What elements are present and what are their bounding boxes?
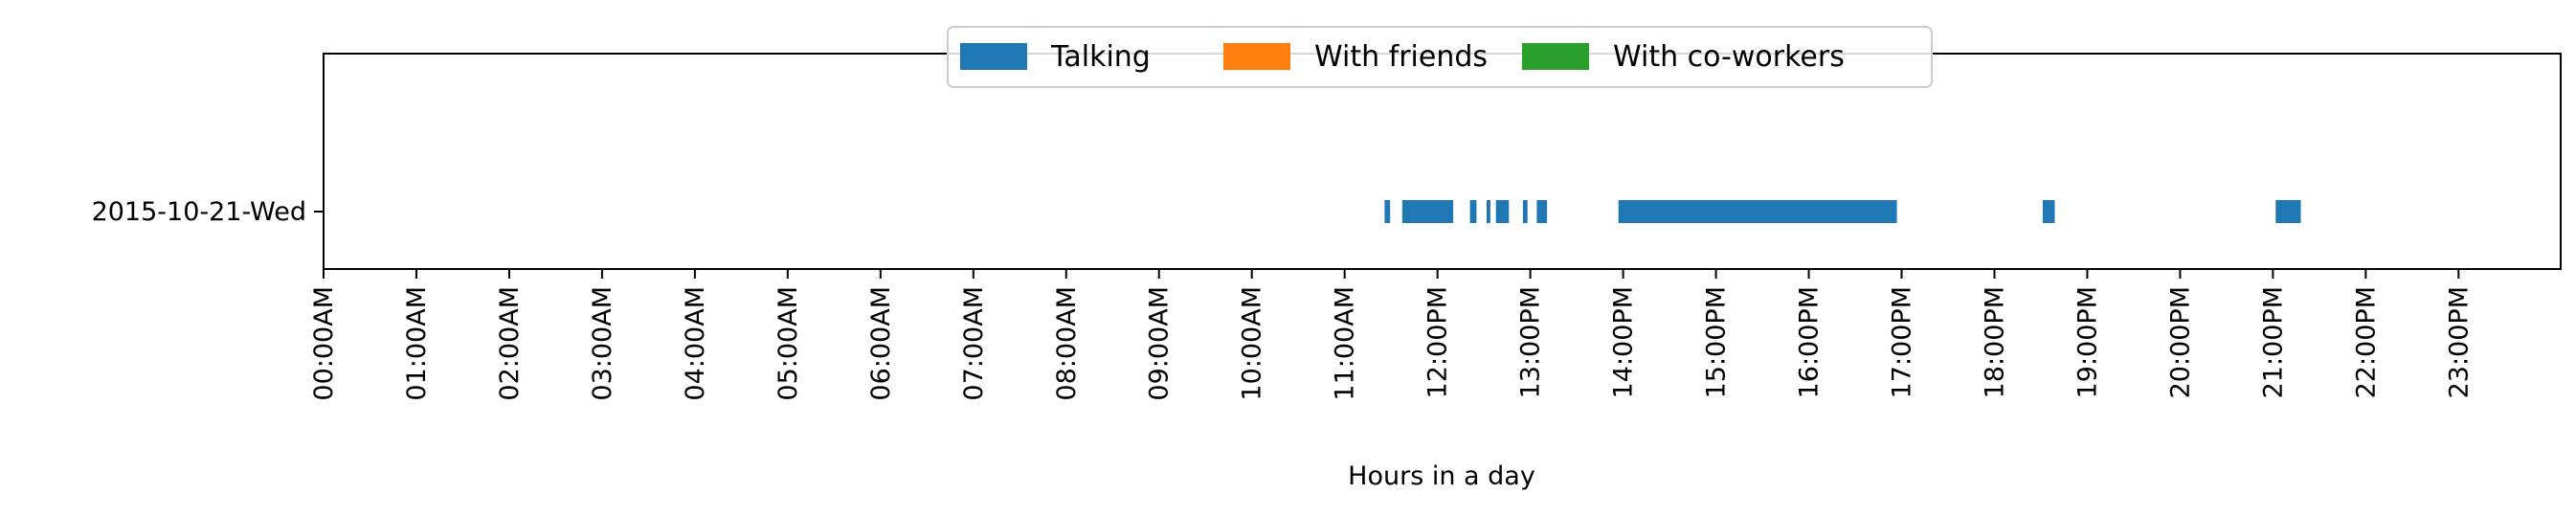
- bar-talking-0: [1384, 200, 1391, 223]
- x-tick-label-22: 22:00PM: [2351, 286, 2381, 398]
- x-tick-label-8: 08:00AM: [1052, 286, 1082, 401]
- bar-talking-1: [1401, 200, 1454, 223]
- x-tick-label-15: 15:00PM: [1702, 286, 1732, 398]
- legend: Talking With friends With co-workers: [947, 26, 1933, 88]
- x-tick-label-19: 19:00PM: [2072, 286, 2102, 398]
- bar-talking-5: [1522, 200, 1528, 223]
- legend-swatch-0: [960, 43, 1027, 70]
- x-tick-label-10: 10:00AM: [1238, 286, 1267, 401]
- x-tick-label-13: 13:00PM: [1516, 286, 1546, 398]
- x-tick-label-6: 06:00AM: [866, 286, 896, 401]
- x-tick-label-17: 17:00PM: [1888, 286, 1917, 398]
- x-tick-label-14: 14:00PM: [1609, 286, 1639, 398]
- x-tick-label-0: 00:00AM: [309, 286, 339, 401]
- legend-label-2: With co-workers: [1613, 40, 1845, 74]
- x-tick-label-23: 23:00PM: [2444, 286, 2474, 398]
- legend-label-0: Talking: [1050, 40, 1151, 74]
- x-tick-label-21: 21:00PM: [2258, 286, 2288, 398]
- bar-talking-7: [1618, 200, 1897, 223]
- y-tick-label-0: 2015-10-21-Wed: [92, 197, 306, 227]
- x-tick-label-4: 04:00AM: [681, 286, 710, 401]
- x-axis: 00:00AM 01:00AM 02:00AM 03:00AM 04:00AM 05:00…: [309, 269, 2474, 401]
- bar-talking-9: [2275, 200, 2301, 223]
- x-tick-label-7: 07:00AM: [959, 286, 989, 401]
- legend-box: [947, 26, 1933, 88]
- x-tick-label-16: 16:00PM: [1795, 286, 1825, 398]
- bar-talking-2: [1469, 200, 1477, 223]
- legend-label-1: With friends: [1314, 40, 1488, 74]
- y-axis: 2015-10-21-Wed: [92, 197, 324, 227]
- x-tick-label-18: 18:00PM: [1981, 286, 2010, 398]
- x-tick-label-2: 02:00AM: [495, 286, 525, 401]
- x-tick-label-20: 20:00PM: [2165, 286, 2195, 398]
- legend-swatch-2: [1522, 43, 1589, 70]
- x-axis-title: Hours in a day: [1348, 461, 1535, 491]
- x-tick-label-3: 03:00AM: [588, 286, 617, 401]
- x-tick-label-9: 09:00AM: [1145, 286, 1175, 401]
- bar-talking-8: [2042, 200, 2055, 223]
- x-tick-label-11: 11:00AM: [1331, 286, 1360, 401]
- bar-talking-4: [1495, 200, 1510, 223]
- bar-talking-6: [1536, 200, 1548, 223]
- x-tick-label-5: 05:00AM: [773, 286, 803, 401]
- x-tick-label-12: 12:00PM: [1423, 286, 1453, 398]
- x-tick-label-1: 01:00AM: [402, 286, 432, 401]
- interval-bars: [1384, 200, 2301, 223]
- legend-swatch-1: [1223, 43, 1290, 70]
- bar-talking-3: [1487, 200, 1490, 223]
